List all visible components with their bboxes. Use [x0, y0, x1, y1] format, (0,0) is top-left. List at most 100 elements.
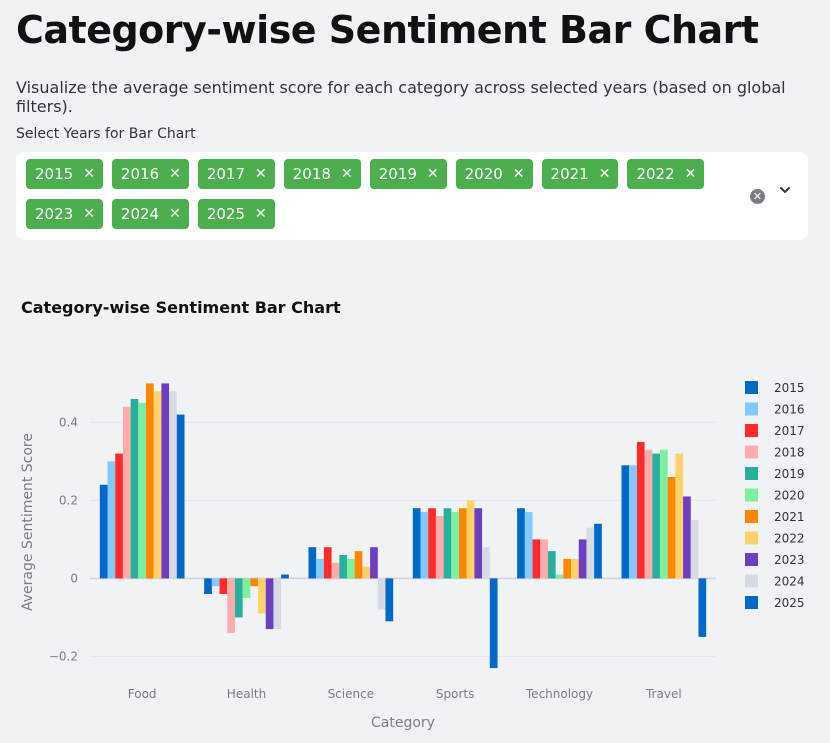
remove-tag-icon[interactable]: ✕: [169, 206, 181, 222]
bar-food-2020: [138, 402, 147, 579]
remove-tag-icon[interactable]: ✕: [83, 166, 95, 182]
y-tick-label: 0.4: [59, 415, 78, 429]
year-tag-2023[interactable]: 2023 ✕: [26, 199, 103, 229]
legend-label: 2024: [774, 575, 805, 589]
remove-tag-icon[interactable]: ✕: [426, 166, 439, 182]
bar-food-2018: [122, 406, 131, 579]
chart-title: Category-wise Sentiment Bar Chart: [21, 298, 341, 317]
bar-sports-2021: [459, 508, 467, 579]
bar-science-2021: [354, 551, 363, 579]
x-tick-label: Technology: [525, 687, 593, 701]
x-tick-label: Travel: [645, 687, 682, 701]
legend-label: 2015: [774, 381, 805, 395]
clear-all-icon[interactable]: ✕: [750, 189, 765, 204]
legend-label: 2016: [774, 403, 805, 417]
bar-health-2022: [258, 578, 266, 614]
page-description: Visualize the average sentiment score fo…: [16, 78, 786, 116]
year-tag-2022[interactable]: 2022 ✕: [627, 159, 705, 189]
bar-sports-2020: [451, 512, 460, 579]
year-tag-2024[interactable]: 2024 ✕: [111, 199, 189, 229]
y-tick-label: 0.2: [59, 493, 78, 507]
legend-swatch: [745, 381, 758, 394]
year-tag-label: 2024: [120, 205, 160, 223]
year-tag-label: 2021: [550, 165, 589, 183]
bar-technology-2024: [586, 527, 595, 579]
legend-swatch: [745, 445, 758, 459]
x-tick-label: Food: [128, 687, 157, 701]
legend-swatch: [745, 467, 758, 480]
bar-technology-2023: [578, 539, 587, 579]
bar-technology-2021: [563, 558, 572, 579]
remove-tag-icon[interactable]: ✕: [83, 206, 95, 222]
bar-travel-2023: [683, 496, 691, 579]
legend-label: 2023: [774, 553, 805, 567]
bar-food-2022: [153, 391, 162, 579]
remove-tag-icon[interactable]: ✕: [598, 166, 611, 182]
selected-year-tags: 2015 ✕ 2016 ✕ 2017 ✕ 2018 ✕ 2019 ✕ 2020 ✕ 2021 ✕ 2022 ✕…: [26, 159, 726, 229]
year-tag-label: 2025: [206, 205, 246, 223]
bar-technology-2016: [524, 512, 533, 579]
bar-health-2019: [234, 578, 243, 618]
bar-travel-2016: [629, 465, 637, 579]
bar-travel-2025: [698, 578, 707, 637]
bar-food-2017: [115, 453, 123, 579]
bar-health-2017: [219, 578, 228, 594]
bar-travel-2015: [621, 465, 630, 579]
bar-food-2015: [99, 484, 108, 579]
year-tag-2021[interactable]: 2021 ✕: [541, 159, 619, 189]
bar-travel-2018: [644, 449, 653, 579]
legend-label: 2020: [774, 489, 805, 503]
bar-food-2023: [161, 383, 170, 579]
legend-swatch: [745, 424, 758, 437]
remove-tag-icon[interactable]: ✕: [169, 166, 181, 182]
year-tag-2020[interactable]: 2020 ✕: [455, 159, 533, 189]
year-tag-2016[interactable]: 2016 ✕: [111, 159, 189, 189]
y-tick-label: −0.2: [49, 649, 78, 663]
year-tag-label: 2017: [206, 165, 246, 183]
year-tag-label: 2020: [464, 165, 503, 183]
year-tag-2018[interactable]: 2018 ✕: [283, 159, 361, 189]
remove-tag-icon[interactable]: ✕: [512, 166, 525, 182]
remove-tag-icon[interactable]: ✕: [340, 166, 353, 182]
bar-science-2015: [308, 547, 317, 579]
bar-travel-2021: [667, 477, 676, 579]
bar-technology-2017: [532, 539, 541, 579]
legend-swatch: [745, 531, 758, 545]
bar-technology-2025: [594, 523, 602, 579]
bar-sports-2022: [466, 500, 475, 579]
legend-label: 2025: [774, 596, 805, 610]
bar-health-2023: [265, 578, 274, 630]
remove-tag-icon[interactable]: ✕: [255, 206, 267, 222]
bar-travel-2022: [675, 453, 684, 579]
year-tag-2017[interactable]: 2017 ✕: [197, 159, 275, 189]
year-tag-2019[interactable]: 2019 ✕: [369, 159, 447, 189]
bar-technology-2022: [571, 558, 579, 579]
legend-swatch: [745, 510, 758, 523]
bar-health-2021: [250, 578, 259, 587]
legend-label: 2022: [774, 532, 805, 546]
legend-label: 2021: [774, 510, 805, 524]
bar-science-2025: [385, 578, 394, 622]
bar-technology-2019: [547, 551, 556, 579]
year-multiselect[interactable]: 2015 ✕ 2016 ✕ 2017 ✕ 2018 ✕ 2019 ✕ 2020 ✕ 2021 ✕ 2022 ✕…: [16, 152, 808, 240]
x-axis-title: Category: [371, 715, 435, 731]
legend-label: 2017: [774, 424, 805, 438]
bar-health-2020: [242, 578, 251, 598]
bar-sports-2015: [412, 508, 421, 579]
bar-science-2022: [362, 566, 371, 579]
year-tag-2025[interactable]: 2025 ✕: [197, 199, 275, 229]
legend-swatch: [745, 596, 758, 609]
chevron-down-icon[interactable]: [780, 185, 790, 195]
bar-science-2017: [323, 547, 332, 579]
bar-food-2024: [169, 391, 177, 579]
bar-science-2020: [346, 558, 355, 579]
bar-science-2019: [339, 555, 347, 579]
bar-sports-2016: [420, 512, 429, 579]
bar-health-2018: [227, 578, 235, 633]
year-tag-2015[interactable]: 2015 ✕: [26, 159, 103, 189]
remove-tag-icon[interactable]: ✕: [255, 166, 267, 182]
remove-tag-icon[interactable]: ✕: [684, 166, 697, 182]
bar-science-2024: [377, 578, 386, 610]
bar-food-2019: [130, 399, 139, 579]
